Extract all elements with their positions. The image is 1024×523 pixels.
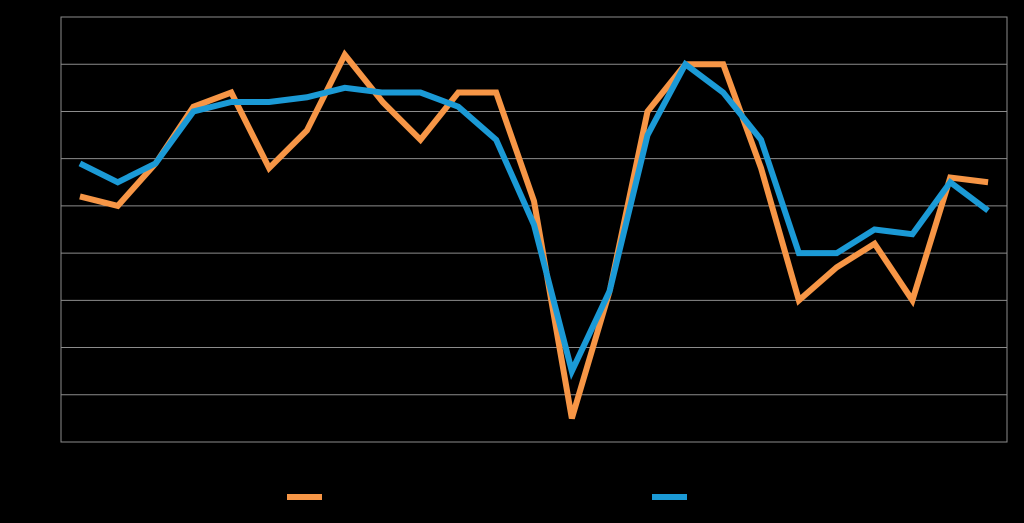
series-line: [79, 49, 989, 420]
series-line: [78, 59, 990, 380]
